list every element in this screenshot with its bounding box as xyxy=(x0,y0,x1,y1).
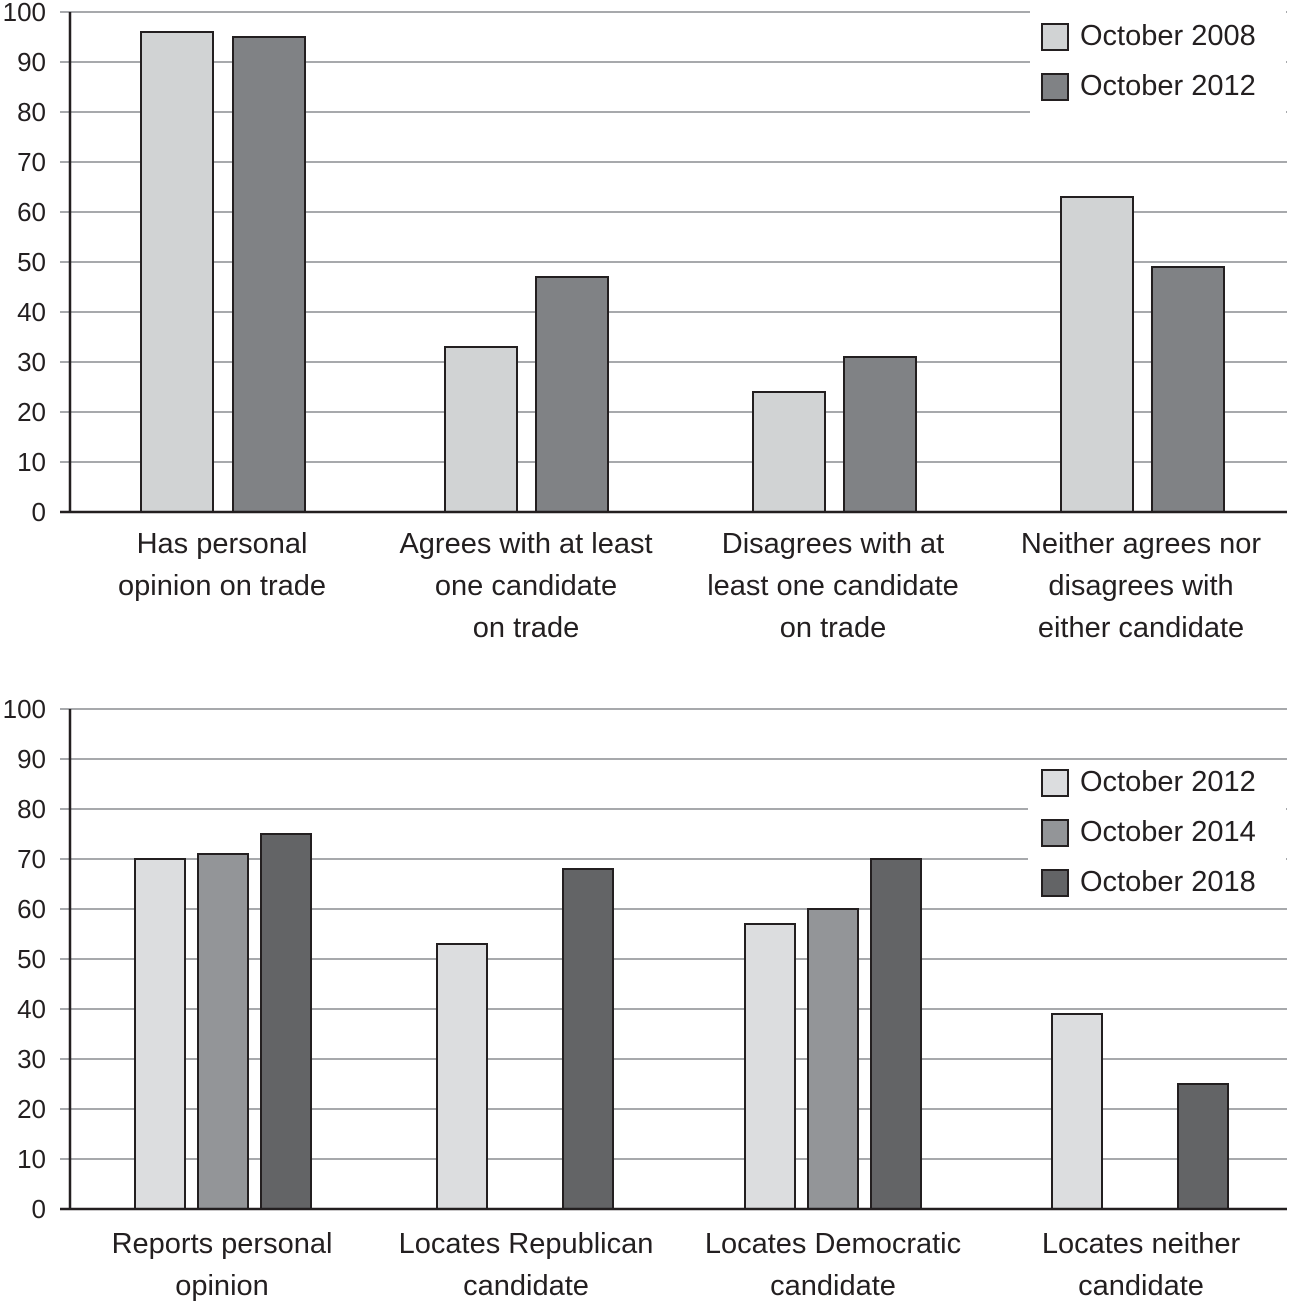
y-tick-label: 50 xyxy=(17,247,46,277)
bar xyxy=(140,31,214,513)
y-tick-label: 60 xyxy=(17,894,46,924)
category-label: candidate xyxy=(1078,1270,1204,1302)
category-label: one candidate xyxy=(435,570,617,602)
bar xyxy=(562,868,614,1210)
bar xyxy=(197,853,249,1210)
bar xyxy=(870,858,922,1210)
y-tick-label: 80 xyxy=(17,794,46,824)
category-label: opinion on trade xyxy=(118,570,326,602)
bar xyxy=(232,36,306,513)
bar xyxy=(744,923,796,1210)
legend: October 2012 October 2014 October 2018 xyxy=(1028,762,1286,904)
legend-background xyxy=(1028,762,1286,904)
y-tick-label: 20 xyxy=(17,1094,46,1124)
legend-swatch xyxy=(1041,23,1069,51)
y-tick-label: 100 xyxy=(3,694,46,724)
category-label: candidate xyxy=(463,1270,589,1302)
y-tick-label: 30 xyxy=(17,1044,46,1074)
category-label: Locates neither xyxy=(1042,1228,1241,1260)
y-tick-label: 50 xyxy=(17,944,46,974)
bar xyxy=(1051,1013,1103,1210)
category-label: Locates Republican xyxy=(399,1228,654,1260)
y-tick-label: 90 xyxy=(17,47,46,77)
bar xyxy=(1177,1083,1229,1210)
y-tick-label: 0 xyxy=(32,1194,46,1224)
category-label: candidate xyxy=(770,1270,896,1302)
bar xyxy=(134,858,186,1210)
legend-background xyxy=(1030,10,1286,116)
legend-swatch xyxy=(1041,819,1069,847)
category-label: either candidate xyxy=(1038,612,1244,644)
legend-swatch xyxy=(1041,869,1069,897)
bar xyxy=(260,833,312,1210)
y-tick-label: 40 xyxy=(17,297,46,327)
category-label: on trade xyxy=(780,612,886,644)
bar xyxy=(752,391,826,513)
legend-label: October 2012 xyxy=(1080,766,1256,798)
y-tick-label: 20 xyxy=(17,397,46,427)
y-tick-label: 0 xyxy=(32,497,46,527)
category-label: Has personal xyxy=(137,528,308,560)
bar xyxy=(807,908,859,1210)
category-label: Neither agrees nor xyxy=(1021,528,1262,560)
bar xyxy=(1151,266,1225,513)
category-label: Locates Democratic xyxy=(705,1228,961,1260)
y-tick-label: 70 xyxy=(17,147,46,177)
y-tick-label: 40 xyxy=(17,994,46,1024)
category-label: Agrees with at least xyxy=(399,528,652,560)
bar xyxy=(436,943,488,1210)
bar xyxy=(535,276,609,513)
legend-swatch xyxy=(1041,73,1069,101)
legend-label: October 2008 xyxy=(1080,20,1256,52)
bar xyxy=(843,356,917,513)
category-label: least one candidate xyxy=(707,570,959,602)
legend-swatch xyxy=(1041,769,1069,797)
y-tick-label: 30 xyxy=(17,347,46,377)
category-label: opinion xyxy=(175,1270,269,1302)
bar xyxy=(1060,196,1134,513)
legend-label: October 2018 xyxy=(1080,866,1256,898)
y-tick-label: 60 xyxy=(17,197,46,227)
y-tick-label: 100 xyxy=(3,0,46,27)
category-label: disagrees with xyxy=(1048,570,1233,602)
legend: October 2008 October 2012 xyxy=(1030,10,1286,116)
y-tick-label: 10 xyxy=(17,447,46,477)
bar xyxy=(444,346,518,513)
category-label: on trade xyxy=(473,612,579,644)
category-label: Disagrees with at xyxy=(722,528,944,560)
y-tick-label: 10 xyxy=(17,1144,46,1174)
legend-label: October 2014 xyxy=(1080,816,1256,848)
y-tick-label: 70 xyxy=(17,844,46,874)
y-tick-label: 80 xyxy=(17,97,46,127)
y-tick-label: 90 xyxy=(17,744,46,774)
category-label: Reports personal xyxy=(112,1228,333,1260)
legend-label: October 2012 xyxy=(1080,70,1256,102)
